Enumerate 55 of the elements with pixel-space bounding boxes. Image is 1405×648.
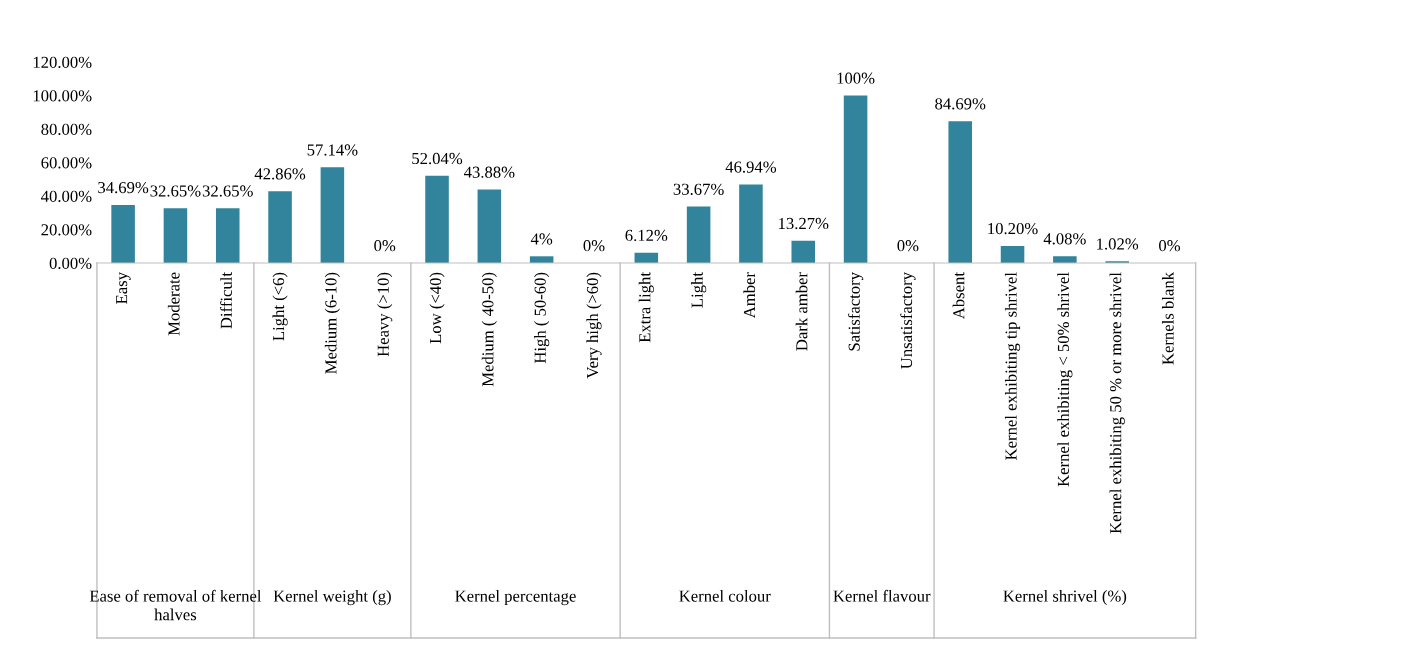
data-label: 6.12% (625, 229, 668, 242)
x-tick-label: Dark amber (795, 272, 808, 351)
data-label: 84.69% (935, 98, 986, 110)
x-tick-label: Moderate (167, 272, 180, 336)
data-label: 4% (530, 233, 553, 245)
x-tick-label: Amber (743, 272, 756, 319)
data-label: 100% (837, 72, 875, 84)
data-label: 32.65% (202, 185, 253, 197)
x-tick-label: High ( 50-60) (534, 272, 550, 364)
text: Kernel shrivel (%) (1003, 590, 1127, 606)
y-tick-label: 20.00% (41, 224, 92, 236)
x-tick-label: Satisfactory (847, 272, 864, 351)
x-tick-label: Kernel exhibiting < 50% shrivel (1057, 272, 1073, 487)
data-label: 4.08% (1043, 233, 1086, 245)
data-label: 0% (583, 240, 605, 252)
text: Kernel colour (679, 590, 771, 602)
data-label: 10.20% (988, 222, 1038, 235)
x-tick-label: Kernel exhibiting tip shrivel (1004, 272, 1021, 460)
x-tick-label: Extra light (638, 272, 654, 343)
y-tick-label: 0.00% (49, 257, 92, 270)
data-label: 13.27% (779, 217, 829, 230)
data-label: 34.69% (98, 181, 149, 194)
data-label: 52.04% (412, 152, 463, 165)
y-tick-label: 60.00% (41, 157, 92, 169)
x-tick-label: Unsatisfactory (900, 272, 916, 369)
data-label: 46.94% (725, 161, 777, 173)
text: Ease of removal of kernel halves (89, 589, 262, 621)
y-tick-label: 100.00% (33, 90, 92, 102)
y-tick-label: 120.00% (33, 56, 92, 69)
data-label: 32.65% (150, 185, 201, 197)
data-label: 0% (897, 240, 919, 252)
x-tick-label: Low (<40) (429, 272, 445, 344)
text: Kernel percentage (455, 590, 576, 606)
x-tick-label: Easy (116, 272, 131, 304)
x-tick-label: Absent (952, 272, 965, 320)
x-tick-label: Heavy (>10) (377, 272, 393, 357)
x-tick-label: Medium (6-10) (324, 272, 340, 374)
data-label: 0% (1159, 240, 1181, 252)
y-tick-label: 80.00% (41, 123, 92, 136)
data-label: 1.02% (1097, 238, 1139, 250)
text: Kernel weight (g) (273, 590, 391, 606)
data-label: 42.86% (254, 168, 306, 180)
x-tick-label: Very high (>60) (586, 272, 602, 379)
x-tick-label: Light (691, 272, 707, 308)
data-label: 57.14% (307, 144, 358, 156)
data-label: 33.67% (673, 183, 724, 195)
data-label: 0% (374, 240, 396, 252)
x-tick-label: Light (<6) (272, 272, 288, 341)
data-label: 43.88% (463, 166, 515, 178)
y-tick-label: 40.00% (41, 190, 92, 203)
x-tick-label: Difficult (220, 272, 232, 329)
x-tick-label: Kernel exhibiting 50 % or more shrivel (1109, 272, 1125, 534)
x-tick-label: Medium ( 40-50) (481, 272, 497, 387)
x-tick-label: Kernels blank (1161, 272, 1174, 365)
text: Kernel flavour (833, 589, 931, 602)
